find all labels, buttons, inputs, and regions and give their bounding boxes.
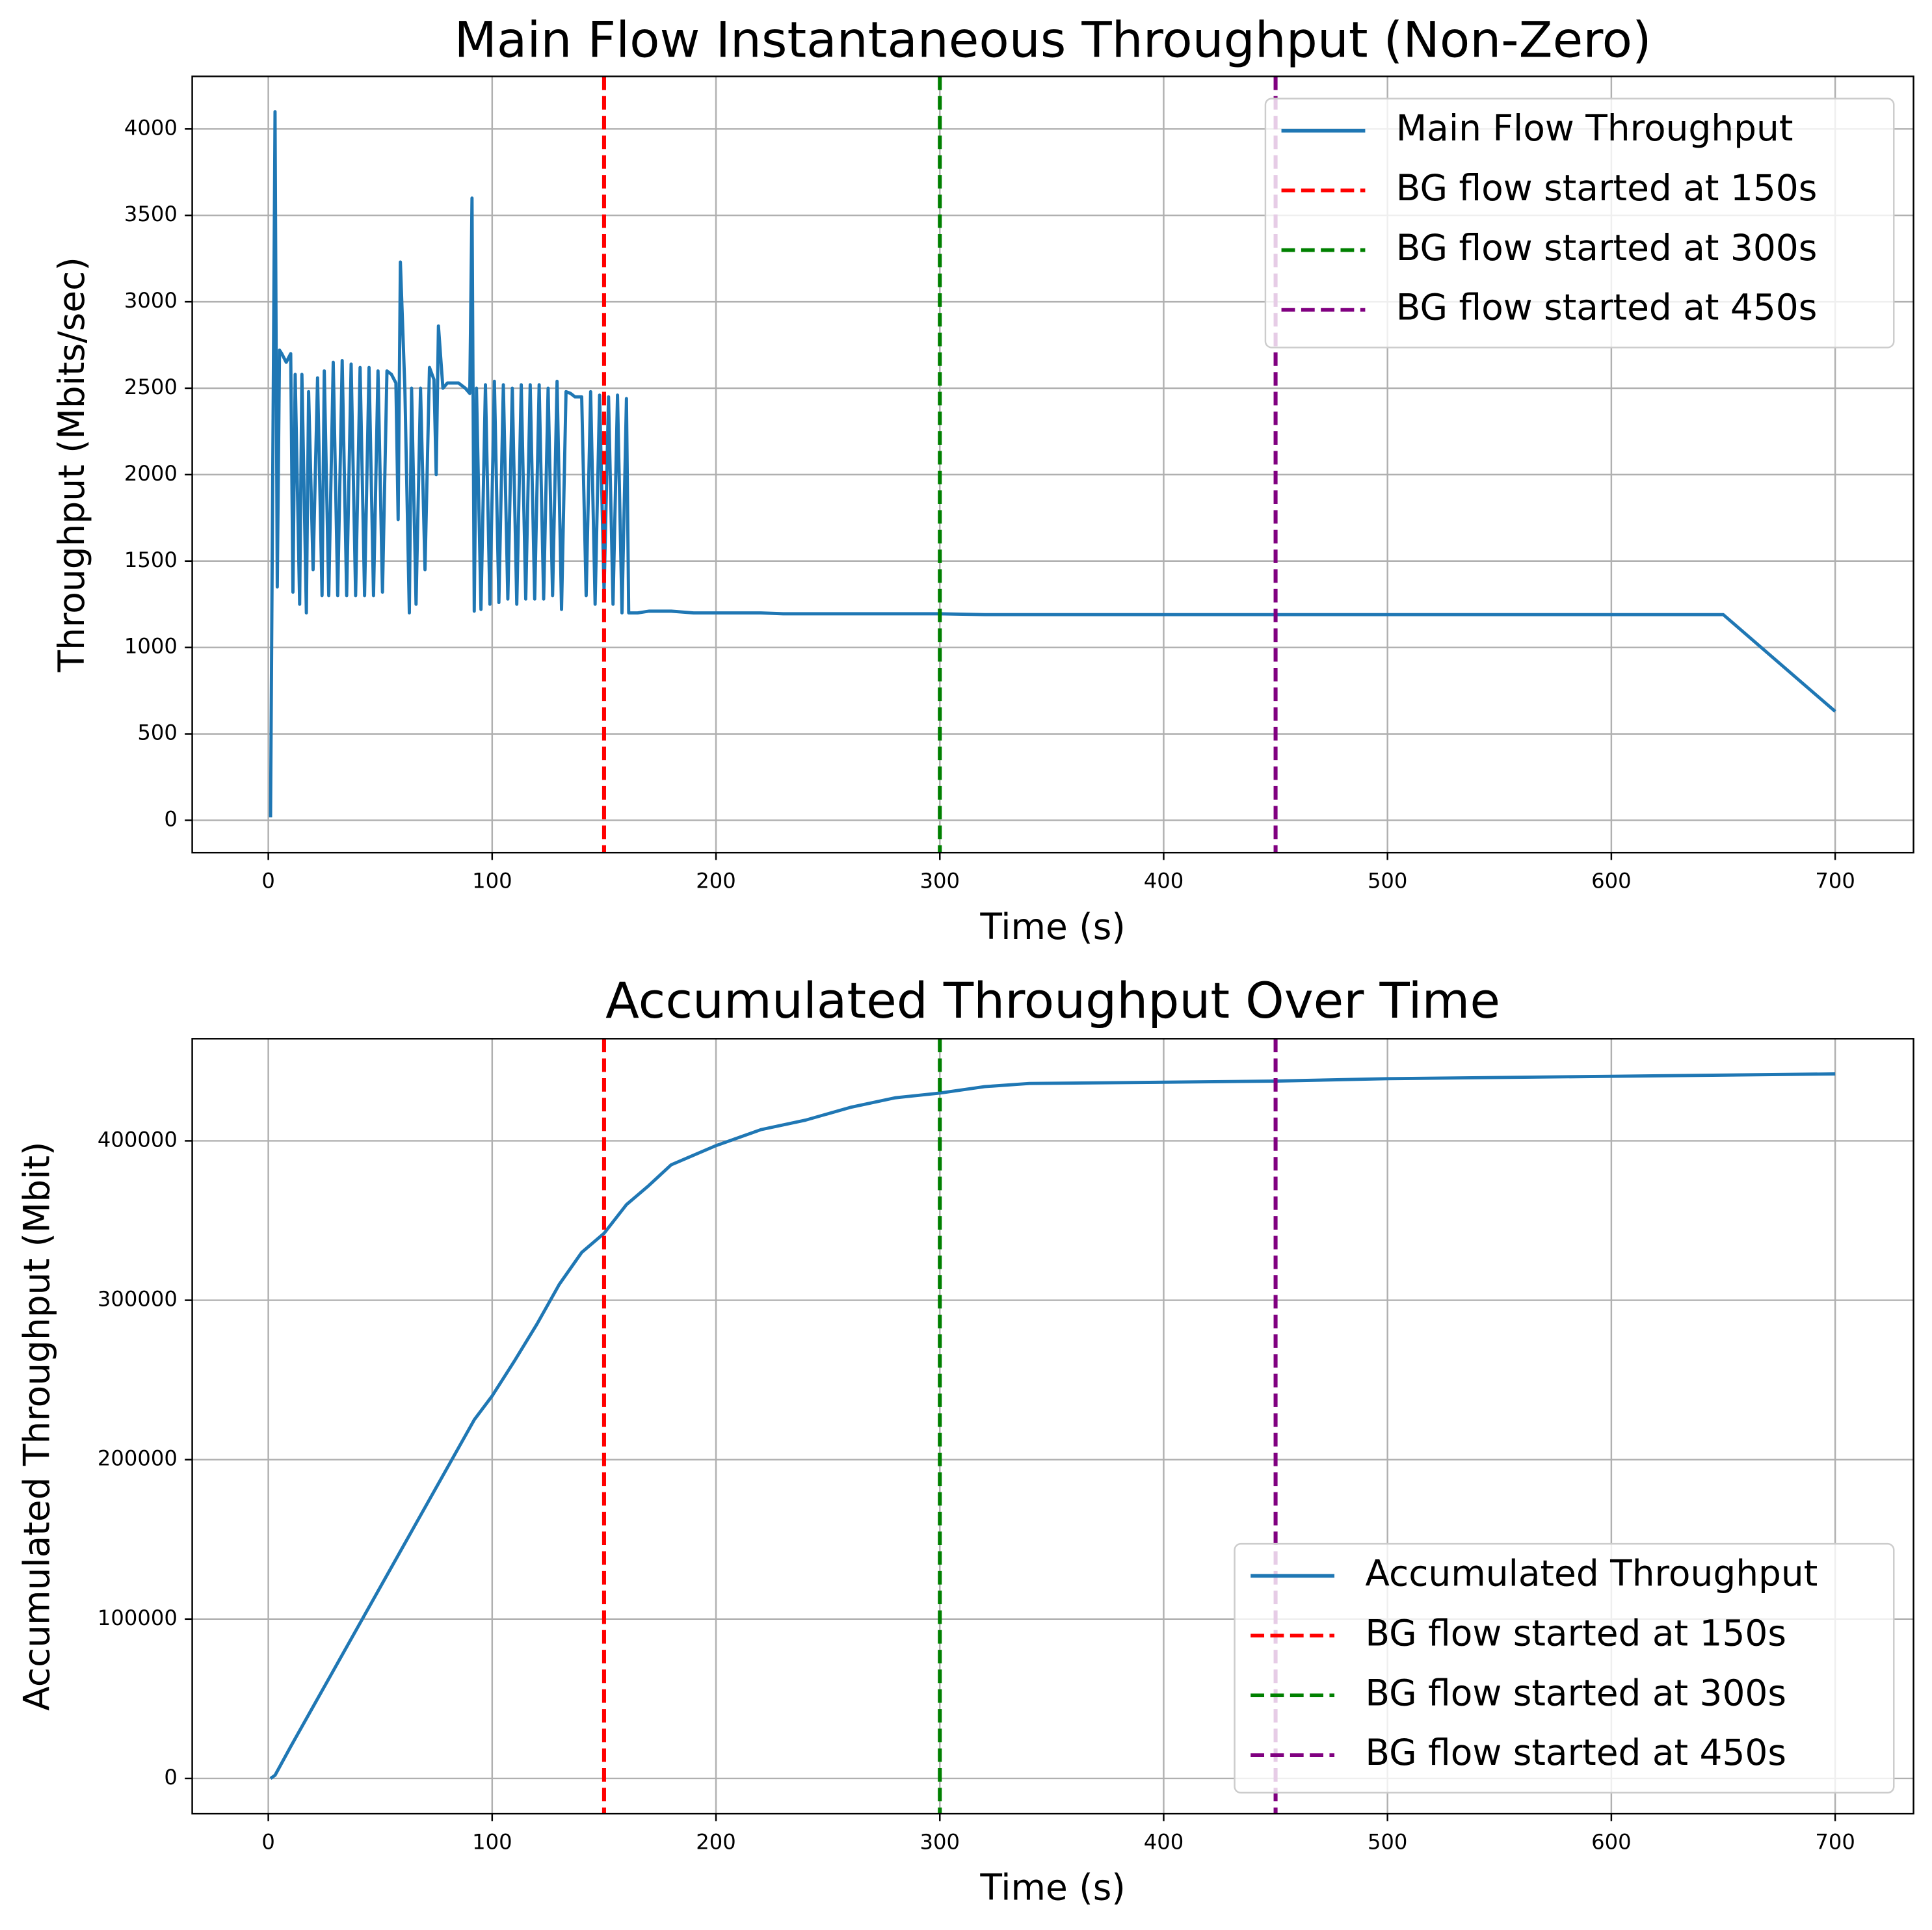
plot-frame xyxy=(191,75,1914,854)
data-line xyxy=(269,110,1836,817)
y-tick-label: 400000 xyxy=(98,1127,178,1152)
x-tick-label: 400 xyxy=(1144,869,1184,893)
x-tick-label: 600 xyxy=(1591,1830,1631,1855)
x-tick-label: 600 xyxy=(1591,869,1631,893)
legend-label: BG flow started at 150s xyxy=(1396,167,1818,209)
y-tick-label: 2500 xyxy=(124,375,178,399)
x-tick-label: 700 xyxy=(1815,869,1855,893)
x-tick-label: 200 xyxy=(696,1830,735,1855)
legend-label: BG flow started at 300s xyxy=(1396,227,1818,269)
x-tick-label: 0 xyxy=(261,1830,275,1855)
y-axis-label: Accumulated Throughput (Mbit) xyxy=(16,1142,58,1711)
y-tick-label: 3500 xyxy=(124,202,178,226)
y-tick-label: 500 xyxy=(137,720,177,745)
x-axis-label: Time (s) xyxy=(979,906,1125,947)
y-tick-label: 4000 xyxy=(124,115,178,140)
legend-box xyxy=(1234,1542,1895,1794)
x-tick-label: 100 xyxy=(472,1830,512,1855)
data-line xyxy=(269,1072,1836,1780)
x-tick-label: 700 xyxy=(1815,1830,1855,1855)
legend-label: Main Flow Throughput xyxy=(1396,107,1793,149)
y-tick-label: 0 xyxy=(164,806,178,831)
y-tick-label: 200000 xyxy=(98,1446,178,1471)
chart-title: Accumulated Throughput Over Time xyxy=(605,972,1500,1029)
x-tick-label: 100 xyxy=(472,869,512,893)
x-tick-label: 400 xyxy=(1144,1830,1184,1855)
legend-label: BG flow started at 150s xyxy=(1365,1612,1786,1654)
y-tick-label: 0 xyxy=(164,1765,178,1790)
x-tick-label: 200 xyxy=(696,869,735,893)
y-tick-label: 100000 xyxy=(98,1606,178,1630)
x-tick-label: 500 xyxy=(1368,1830,1407,1855)
legend-label: BG flow started at 450s xyxy=(1396,287,1818,328)
legend-label: Accumulated Throughput xyxy=(1365,1553,1818,1594)
y-axis-label: Throughput (Mbits/sec) xyxy=(51,257,92,672)
x-axis-label: Time (s) xyxy=(979,1867,1125,1909)
y-tick-label: 300000 xyxy=(98,1287,178,1312)
x-tick-label: 0 xyxy=(261,869,275,893)
x-tick-label: 300 xyxy=(920,869,960,893)
legend-label: BG flow started at 450s xyxy=(1365,1732,1786,1773)
x-tick-label: 300 xyxy=(920,1830,960,1855)
y-tick-label: 1500 xyxy=(124,548,178,572)
chart-title: Main Flow Instantaneous Throughput (Non-… xyxy=(455,11,1652,68)
plot-frame xyxy=(191,1038,1914,1815)
y-tick-label: 2000 xyxy=(124,461,178,486)
y-tick-label: 1000 xyxy=(124,634,178,659)
legend-box xyxy=(1264,98,1895,349)
y-tick-label: 3000 xyxy=(124,288,178,313)
legend-label: BG flow started at 300s xyxy=(1365,1672,1786,1713)
x-tick-label: 500 xyxy=(1368,869,1407,893)
